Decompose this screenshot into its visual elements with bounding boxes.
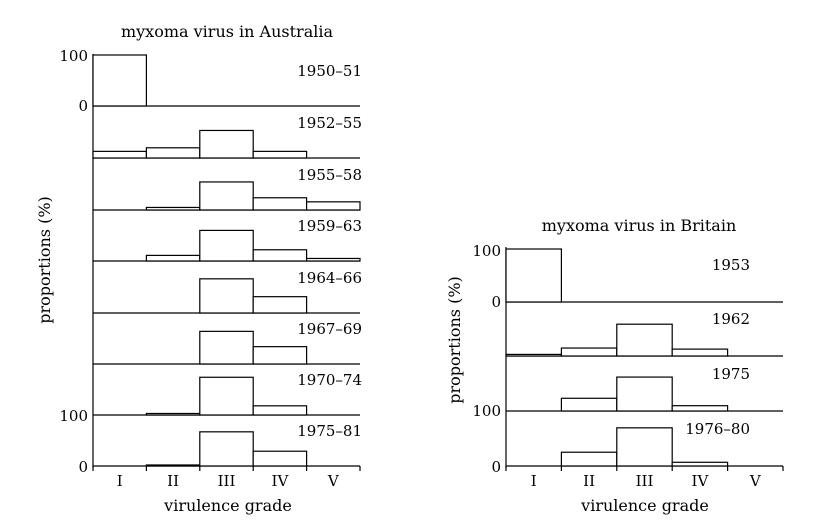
australia-bar-2-2 [199, 181, 254, 211]
australia-period-label-6: 1970–74 [297, 371, 362, 389]
australia-title: myxoma virus in Australia [121, 22, 334, 41]
australia-panel: myxoma virus in Australia 100 0 100 0 19… [35, 22, 362, 515]
australia-bar-1-0 [92, 150, 148, 159]
australia-bar-1-3 [252, 150, 308, 159]
britain-period-label-3: 1976–80 [685, 420, 750, 438]
britain-period-label-0: 1953 [712, 256, 750, 274]
australia-histogram-2: 1955–58 [93, 166, 362, 211]
australia-x-axis-label: virulence grade [163, 496, 292, 515]
australia-period-label-0: 1950–51 [297, 62, 362, 80]
australia-x-tick-label-4: V [327, 472, 340, 490]
australia-bar-4-3 [252, 296, 308, 314]
australia-bar-1-2 [199, 129, 254, 159]
britain-x-tick-label-4: V [749, 472, 762, 490]
australia-histogram-5: 1967–69 [93, 320, 362, 365]
australia-bar-0-0 [92, 54, 148, 107]
australia-bar-6-3 [252, 405, 308, 416]
britain-bar-1-1 [560, 347, 618, 357]
australia-bar-6-1 [145, 412, 201, 416]
britain-panel: myxoma virus in Britain 100 0 100 0 1953… [445, 216, 784, 515]
australia-bar-5-2 [199, 330, 254, 365]
australia-histogram-3: 1959–63 [93, 217, 362, 262]
australia-period-label-7: 1975–81 [297, 422, 362, 440]
britain-bar-2-1 [560, 397, 618, 412]
australia-bar-4-2 [199, 278, 254, 314]
britain-histogram-1: 1962 [505, 310, 783, 357]
australia-bar-3-1 [145, 254, 201, 262]
australia-bar-3-4 [306, 257, 361, 262]
australia-x-tick-label-2: III [218, 472, 236, 490]
australia-bar-7-3 [252, 450, 308, 467]
australia-x-tick-label-1: II [167, 472, 179, 490]
australia-bar-3-3 [252, 249, 308, 262]
britain-bar-2-2 [616, 376, 673, 412]
britain-x-tick-label-2: III [636, 472, 654, 490]
australia-bar-2-1 [145, 206, 201, 211]
australia-x-tick-label-3: IV [272, 472, 290, 490]
britain-y-axis-label: proportions (%) [445, 276, 464, 404]
australia-period-label-1: 1952–55 [297, 114, 362, 132]
britain-title: myxoma virus in Britain [542, 216, 737, 235]
australia-histogram-1: 1952–55 [92, 114, 362, 159]
britain-histogram-0: 1953 [505, 248, 783, 303]
australia-bottom-tick-0: 0 [78, 458, 88, 476]
britain-x-tick-label-3: IV [692, 472, 710, 490]
britain-histograms: 1953 1962 1975 1976–80 [505, 248, 783, 467]
britain-bar-3-1 [560, 451, 618, 467]
britain-x-ticks: I II III IV V [505, 466, 784, 490]
britain-top-tick-100: 100 [472, 242, 501, 260]
australia-bar-6-2 [199, 376, 254, 416]
britain-bar-3-3 [671, 461, 729, 467]
australia-period-label-3: 1959–63 [297, 217, 362, 235]
australia-histogram-7: 1975–81 [93, 422, 362, 467]
australia-bar-7-2 [199, 431, 254, 467]
britain-bar-0-0 [505, 248, 563, 303]
britain-period-label-2: 1975 [712, 365, 750, 383]
australia-period-label-2: 1955–58 [297, 166, 362, 184]
australia-bar-3-2 [199, 229, 254, 262]
britain-bar-3-2 [616, 427, 673, 467]
australia-bar-2-4 [306, 201, 361, 211]
australia-histograms: 1950–51 1952–55 1955–58 1959–63 1964–66 1967–… [92, 54, 362, 467]
australia-bar-5-3 [252, 346, 308, 365]
australia-x-tick-label-0: I [117, 472, 123, 490]
australia-y-axis-label: proportions (%) [35, 196, 54, 324]
australia-histogram-0: 1950–51 [92, 54, 362, 107]
britain-x-tick-label-0: I [531, 472, 537, 490]
britain-bottom-tick-100: 100 [472, 402, 501, 420]
australia-period-label-4: 1964–66 [297, 269, 362, 287]
britain-bar-2-3 [671, 405, 729, 412]
australia-histogram-4: 1964–66 [93, 269, 362, 314]
britain-x-axis-label: virulence grade [580, 496, 709, 515]
australia-bar-7-1 [145, 464, 201, 467]
britain-bar-1-2 [616, 323, 673, 357]
australia-top-tick-0: 0 [78, 97, 88, 115]
britain-x-tick-label-1: II [583, 472, 595, 490]
australia-bar-1-1 [145, 147, 201, 159]
britain-period-label-1: 1962 [712, 310, 750, 328]
australia-period-label-5: 1967–69 [297, 320, 362, 338]
britain-bar-1-3 [671, 348, 729, 357]
australia-bar-2-3 [252, 197, 308, 211]
australia-top-tick-100: 100 [59, 47, 88, 65]
australia-bottom-tick-100: 100 [59, 407, 88, 425]
britain-top-tick-0: 0 [491, 293, 501, 311]
britain-histogram-2: 1975 [506, 365, 783, 412]
australia-x-ticks: I II III IV V [92, 466, 361, 490]
britain-histogram-3: 1976–80 [506, 420, 783, 467]
britain-bottom-tick-0: 0 [491, 458, 501, 476]
australia-histogram-6: 1970–74 [93, 371, 362, 416]
britain-bar-1-0 [505, 353, 563, 357]
